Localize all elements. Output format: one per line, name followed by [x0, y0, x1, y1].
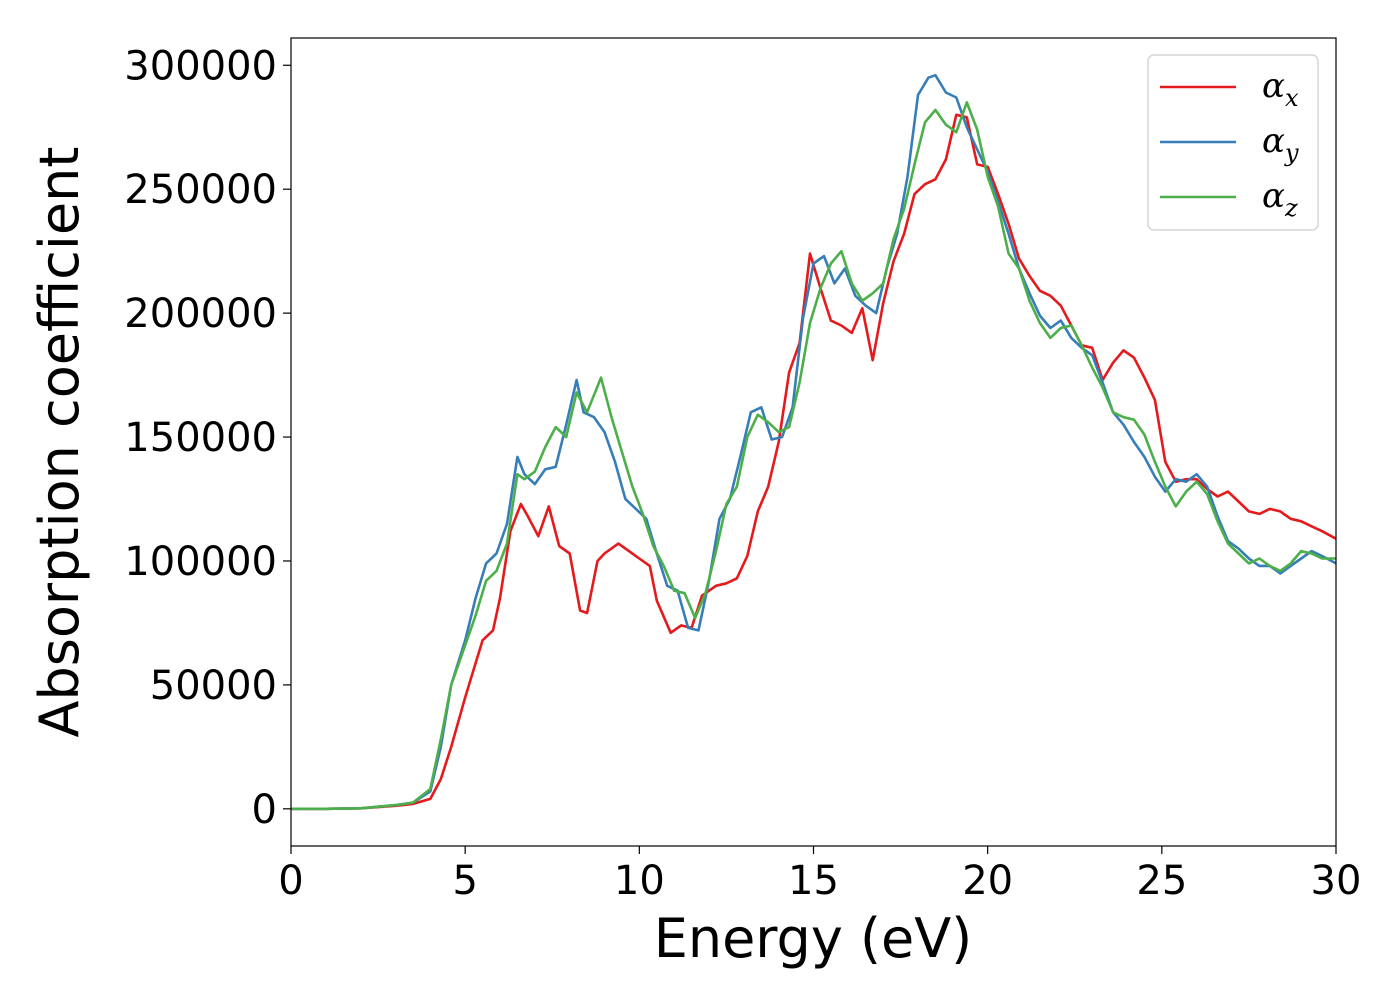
y-tick-label: 200000: [124, 291, 277, 337]
y-tick-label: 100000: [124, 539, 277, 585]
series-line-x: [291, 113, 1336, 811]
x-tick-label: 0: [278, 858, 303, 904]
y-tick-label: 300000: [124, 43, 277, 89]
x-tick-label: 10: [614, 858, 665, 904]
y-tick-label: 50000: [150, 663, 277, 709]
legend-label-y: αy: [1262, 121, 1299, 167]
x-tick-label: 25: [1136, 858, 1187, 904]
y-axis-label: Absorption coefficient: [28, 147, 91, 738]
y-tick-label: 250000: [124, 167, 277, 213]
x-tick-label: 15: [788, 858, 839, 904]
series-line-y: [291, 73, 1336, 811]
x-tick-label: 5: [452, 858, 477, 904]
x-tick-label: 20: [962, 858, 1013, 904]
y-tick-label: 0: [252, 787, 277, 833]
x-axis-label: Energy (eV): [654, 907, 973, 970]
y-axis-ticks: 0 50000 100000 150000 200000 250000 300000: [124, 43, 291, 833]
y-tick-label: 150000: [124, 415, 277, 461]
legend-label-z: αz: [1262, 176, 1298, 222]
x-tick-label: 30: [1311, 858, 1362, 904]
x-axis-ticks: 0 5 10 15 20 25 30: [278, 846, 1361, 904]
legend: αx αy αz: [1147, 54, 1319, 231]
series-layer: [291, 73, 1336, 811]
series-line-z: [291, 101, 1336, 811]
legend-label-x: αx: [1262, 66, 1299, 112]
